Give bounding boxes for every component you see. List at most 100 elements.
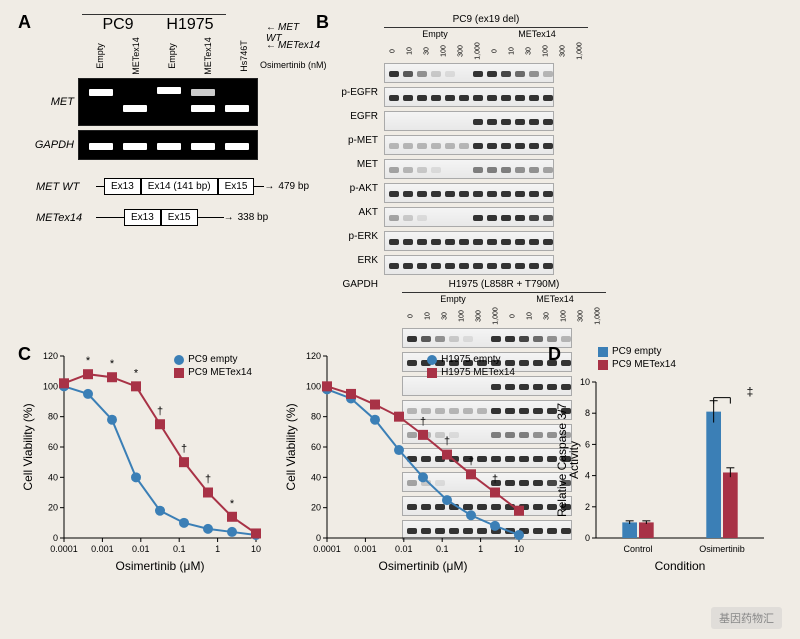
svg-text:60: 60 <box>48 442 58 452</box>
svg-text:1: 1 <box>215 544 220 554</box>
svg-text:†: † <box>468 455 474 467</box>
wb-target-label: p-EGFR <box>322 80 382 104</box>
wb-cell-header: PC9 (ex19 del) <box>384 14 588 25</box>
svg-text:20: 20 <box>48 503 58 513</box>
svg-text:0.1: 0.1 <box>436 544 449 554</box>
svg-text:20: 20 <box>311 503 321 513</box>
svg-text:*: * <box>110 358 115 370</box>
legend-label: PC9 METex14 <box>188 367 252 378</box>
wb-blot <box>384 159 554 179</box>
treatment-label: Empty <box>402 293 504 304</box>
svg-text:Osimertinib (μM): Osimertinib (μM) <box>379 559 468 573</box>
dose-row: 010301003001,000010301003001,000 <box>384 39 588 63</box>
panel-b: p-EGFREGFRp-METMETp-AKTAKTp-ERKERKGAPDH … <box>322 14 782 334</box>
svg-text:Cell Viability (%): Cell Viability (%) <box>21 403 35 490</box>
schema-row-wt: MET WT Ex13 Ex14 (141 bp) Ex15 → 479 bp <box>36 178 316 195</box>
svg-text:2: 2 <box>585 502 590 512</box>
svg-text:†: † <box>157 405 163 417</box>
wb-blot <box>384 183 554 203</box>
wb-target-label: MET <box>322 152 382 176</box>
chart-legend: PC9 empty PC9 METex14 <box>174 354 252 380</box>
treatment-label: METex14 <box>504 293 606 304</box>
svg-text:0: 0 <box>316 533 321 543</box>
splice-schema: MET WT Ex13 Ex14 (141 bp) Ex15 → 479 bp … <box>36 178 316 226</box>
panel-c: 0204060801001200.00010.0010.010.1110***†… <box>18 346 538 616</box>
wb-blot <box>384 207 554 227</box>
svg-text:0.0001: 0.0001 <box>50 544 78 554</box>
svg-text:40: 40 <box>311 472 321 482</box>
svg-text:10: 10 <box>251 544 261 554</box>
svg-text:0.001: 0.001 <box>91 544 114 554</box>
dose-label: Osimertinib (nM) <box>260 60 327 70</box>
svg-text:Osimertinib (μM): Osimertinib (μM) <box>116 559 205 573</box>
exon-box: Ex13 <box>124 209 161 226</box>
panel-d: PC9 emptyPC9 METex14 0246810‡ControlOsim… <box>552 346 782 616</box>
svg-text:0: 0 <box>585 533 590 543</box>
svg-text:120: 120 <box>306 351 321 361</box>
panel-a: PC9 H1975 Empty METex14 Empty METex14 Hs… <box>26 14 316 314</box>
svg-text:0: 0 <box>53 533 58 543</box>
svg-text:‡: ‡ <box>747 385 754 399</box>
legend-label: PC9 empty <box>188 354 237 365</box>
gel-image-met <box>78 78 258 126</box>
svg-text:Osimertinib: Osimertinib <box>699 544 745 554</box>
wb-cell-header: H1975 (L858R + T790M) <box>402 279 606 290</box>
svg-text:120: 120 <box>43 351 58 361</box>
svg-text:Condition: Condition <box>655 559 706 573</box>
gel-row-met: MET MET WT METex14 <box>26 78 316 126</box>
gel-row-label: MET <box>26 96 78 108</box>
legend-item: H1975 METex14 <box>427 367 515 378</box>
wb-blot <box>384 87 554 107</box>
wb-blot <box>384 111 554 131</box>
svg-text:0.0001: 0.0001 <box>313 544 341 554</box>
svg-text:4: 4 <box>585 471 590 481</box>
dose-row: 010301003001,000010301003001,000 <box>402 304 606 328</box>
svg-text:Cell Viability (%): Cell Viability (%) <box>284 403 298 490</box>
wb-treatment-header: EmptyMETex14 <box>384 27 588 39</box>
svg-text:0.01: 0.01 <box>395 544 413 554</box>
svg-text:1: 1 <box>478 544 483 554</box>
svg-text:0.1: 0.1 <box>173 544 186 554</box>
legend-marker-icon <box>174 368 184 378</box>
exon-box: Ex15 <box>161 209 198 226</box>
wb-target-label: p-ERK <box>322 224 382 248</box>
svg-text:10: 10 <box>580 377 590 387</box>
wb-target-label: GAPDH <box>322 272 382 296</box>
legend-marker-icon <box>427 368 437 378</box>
wb-blot <box>384 255 554 275</box>
svg-text:100: 100 <box>306 381 321 391</box>
wb-label-column: p-EGFREGFRp-METMETp-AKTAKTp-ERKERKGAPDH <box>322 80 382 296</box>
gel-row-label: GAPDH <box>26 139 78 151</box>
svg-text:40: 40 <box>48 472 58 482</box>
bp-label: 479 bp <box>278 181 309 192</box>
wb-group: PC9 (ex19 del) EmptyMETex14010301003001,0… <box>384 14 588 279</box>
svg-text:*: * <box>134 367 139 379</box>
legend-label: H1975 METex14 <box>441 367 515 378</box>
figure-container: A PC9 H1975 Empty METex14 Empty METex14 … <box>0 0 800 639</box>
svg-text:*: * <box>86 355 91 367</box>
arrow-icon: → <box>264 181 274 192</box>
legend-item: PC9 METex14 <box>174 367 252 378</box>
exon-box: Ex14 (141 bp) <box>141 178 218 195</box>
svg-text:60: 60 <box>311 442 321 452</box>
bar-chart: 0246810‡ControlOsimertinibConditionRelat… <box>552 346 772 576</box>
arrow-icon: → <box>224 212 234 223</box>
arrow-label-ex14: METex14 <box>266 40 320 51</box>
wb-target-label: EGFR <box>322 104 382 128</box>
bp-label: 338 bp <box>238 212 269 223</box>
svg-text:80: 80 <box>48 412 58 422</box>
svg-text:8: 8 <box>585 408 590 418</box>
svg-text:†: † <box>420 416 426 428</box>
wb-target-label: p-MET <box>322 128 382 152</box>
schema-label: MET WT <box>36 181 96 193</box>
legend-marker-icon <box>427 355 437 365</box>
legend-marker-icon <box>174 355 184 365</box>
wb-target-label: ERK <box>322 248 382 272</box>
svg-text:†: † <box>181 443 187 455</box>
wb-blot <box>384 63 554 83</box>
wb-treatment-header: EmptyMETex14 <box>402 292 606 304</box>
legend-item: PC9 empty <box>174 354 252 365</box>
wb-blot <box>384 231 554 251</box>
svg-text:80: 80 <box>311 412 321 422</box>
viability-chart: 0204060801001200.00010.0010.010.1110††††… <box>281 346 529 576</box>
